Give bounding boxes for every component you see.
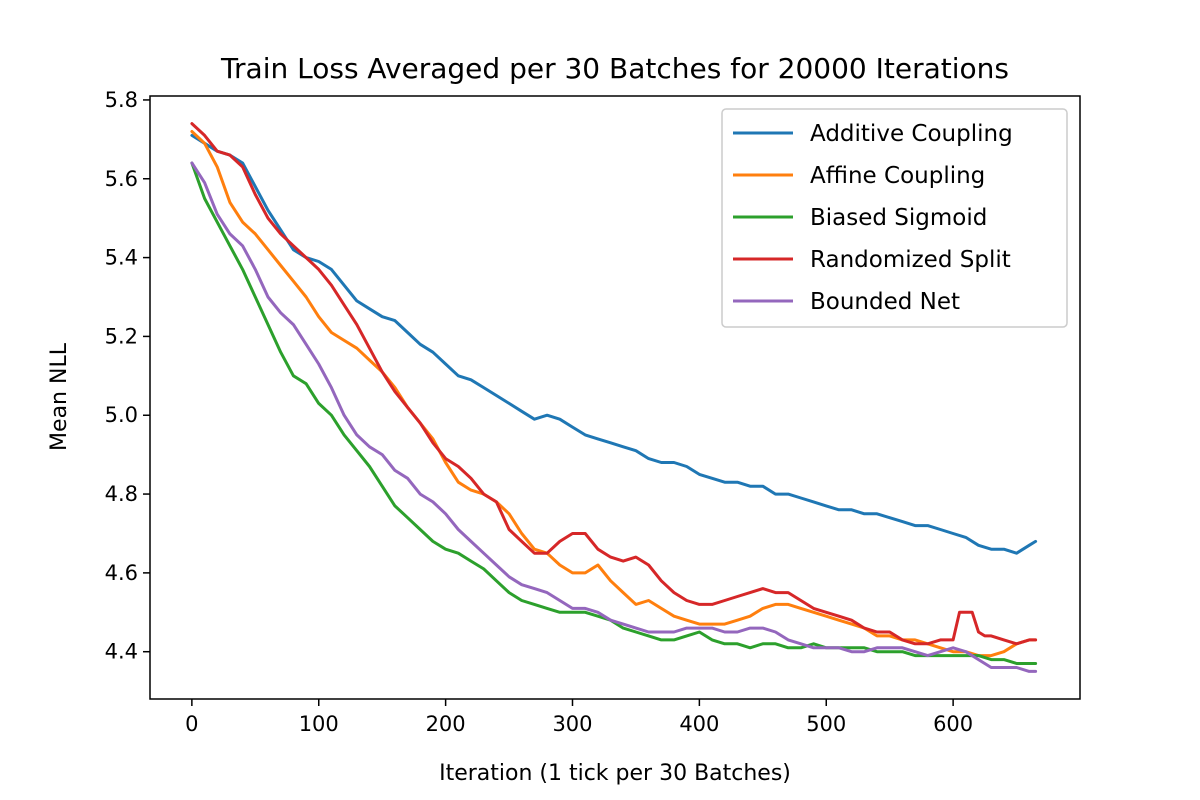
x-tick-label: 200 xyxy=(426,712,466,736)
x-axis-ticks: 0 100 200 300 400 500 600 xyxy=(185,699,973,736)
series-line-1 xyxy=(190,133,1038,555)
y-tick-label: 4.4 xyxy=(105,640,138,664)
x-tick-label: 0 xyxy=(185,712,198,736)
legend-entry-label: Additive Coupling xyxy=(810,121,1013,147)
y-tick-label: 5.8 xyxy=(105,88,138,112)
x-axis-label: Iteration (1 tick per 30 Batches) xyxy=(439,761,791,786)
y-tick-label: 5.6 xyxy=(105,167,138,191)
x-tick-label: 600 xyxy=(933,712,973,736)
x-tick-label: 100 xyxy=(299,712,339,736)
y-axis-label: Mean NLL xyxy=(47,342,72,451)
y-tick-label: 5.0 xyxy=(105,403,138,427)
plot-lines xyxy=(190,122,1038,673)
legend: Additive Coupling Affine Coupling Biased S… xyxy=(721,108,1068,328)
y-tick-label: 4.6 xyxy=(105,561,138,585)
y-tick-label: 5.4 xyxy=(105,246,138,270)
legend-box xyxy=(721,108,1068,328)
y-tick-label: 5.2 xyxy=(105,324,138,348)
chart-title: Train Loss Averaged per 30 Batches for 2… xyxy=(220,52,1009,85)
legend-entry-label: Randomized Split xyxy=(810,247,1011,273)
x-tick-label: 400 xyxy=(679,712,719,736)
legend-entry-label: Bounded Net xyxy=(810,289,960,315)
x-tick-label: 500 xyxy=(806,712,846,736)
plot-frame xyxy=(149,95,1081,700)
series-line-5 xyxy=(190,161,1038,673)
x-tick-label: 300 xyxy=(552,712,592,736)
y-axis-ticks: 4.4 4.6 4.8 5.0 5.2 5.4 5.6 5.8 xyxy=(105,88,150,664)
legend-entry-label: Affine Coupling xyxy=(810,163,985,189)
series-line-3 xyxy=(190,161,1038,665)
series-line-4 xyxy=(190,122,1038,646)
legend-entry-label: Biased Sigmoid xyxy=(810,205,987,231)
y-tick-label: 4.8 xyxy=(105,482,138,506)
